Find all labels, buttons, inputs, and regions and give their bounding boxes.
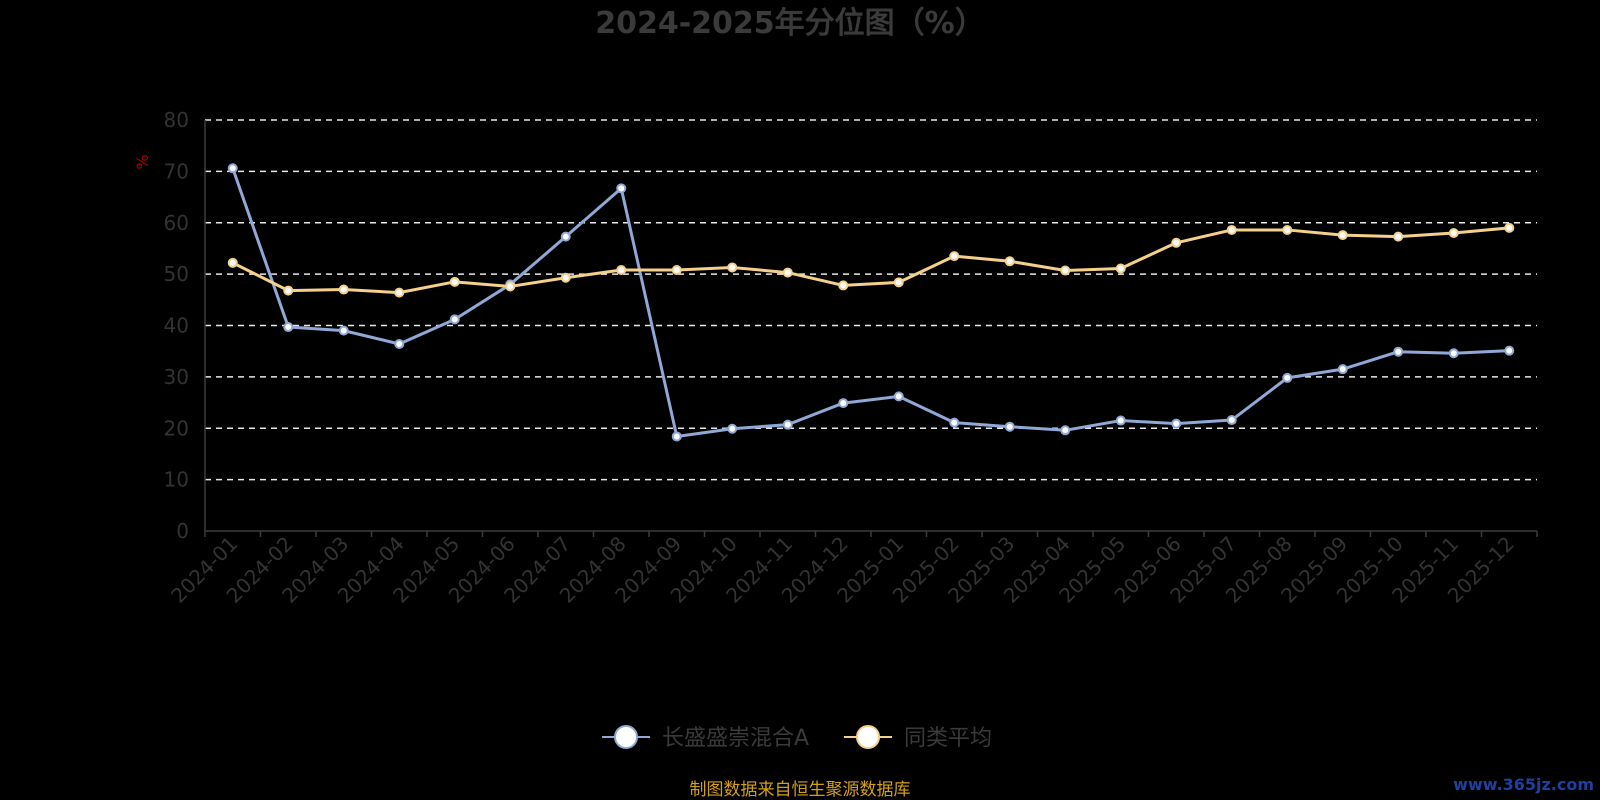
series-line-1 <box>232 226 1510 295</box>
data-point[interactable] <box>283 285 294 296</box>
data-source-note: 制图数据来自恒生聚源数据库 <box>690 780 911 800</box>
grid-lines <box>205 119 1537 481</box>
data-point[interactable] <box>893 277 904 288</box>
y-axis-label: % <box>133 154 152 169</box>
data-point[interactable] <box>1171 418 1182 429</box>
y-tick-label: 80 <box>164 108 189 132</box>
data-point[interactable] <box>1115 263 1126 274</box>
data-point[interactable] <box>1226 415 1237 426</box>
legend-marker-series-1 <box>856 725 880 749</box>
data-point[interactable] <box>1282 224 1293 235</box>
y-tick-label: 30 <box>164 365 189 389</box>
watermark: www.365jz.com <box>1453 775 1594 794</box>
data-point[interactable] <box>505 281 516 292</box>
data-point[interactable] <box>838 398 849 409</box>
data-point[interactable] <box>449 276 460 287</box>
data-point[interactable] <box>727 262 738 273</box>
data-point[interactable] <box>727 423 738 434</box>
data-point[interactable] <box>449 314 460 325</box>
data-point[interactable] <box>1171 237 1182 248</box>
y-tick-label: 40 <box>164 314 189 338</box>
y-tick-label: 20 <box>164 416 189 440</box>
data-point[interactable] <box>1115 415 1126 426</box>
data-point[interactable] <box>671 431 682 442</box>
legend[interactable]: 长盛盛崇混合A 同类平均 <box>602 725 992 751</box>
data-point[interactable] <box>1004 421 1015 432</box>
chart-title: 2024-2025年分位图（%） <box>595 6 985 41</box>
legend-item-series-0[interactable]: 长盛盛崇混合A <box>602 725 809 751</box>
series-line-0 <box>231 167 1510 438</box>
data-point[interactable] <box>893 391 904 402</box>
data-point[interactable] <box>227 257 238 268</box>
data-point[interactable] <box>338 325 349 336</box>
data-point[interactable] <box>1393 346 1404 357</box>
axes <box>204 120 1538 537</box>
data-point[interactable] <box>1448 348 1459 359</box>
data-point[interactable] <box>560 272 571 283</box>
series-layer <box>227 163 1515 442</box>
y-tick-label: 60 <box>164 211 189 235</box>
data-point[interactable] <box>616 265 627 276</box>
y-axis-ticks: 0 10 20 30 40 50 60 70 80 <box>164 108 189 543</box>
series-0 <box>227 163 1515 442</box>
data-point[interactable] <box>394 338 405 349</box>
data-point[interactable] <box>616 183 627 194</box>
data-point[interactable] <box>560 231 571 242</box>
data-point[interactable] <box>782 419 793 430</box>
data-point[interactable] <box>1393 231 1404 242</box>
data-point[interactable] <box>949 251 960 262</box>
data-point[interactable] <box>1004 256 1015 267</box>
data-point[interactable] <box>227 163 238 174</box>
data-point[interactable] <box>1060 425 1071 436</box>
data-point[interactable] <box>1226 224 1237 235</box>
data-point[interactable] <box>283 322 294 333</box>
legend-label-series-0: 长盛盛崇混合A <box>662 726 809 751</box>
data-point[interactable] <box>1337 364 1348 375</box>
data-point[interactable] <box>1504 222 1515 233</box>
legend-label-series-1: 同类平均 <box>904 726 992 751</box>
data-point[interactable] <box>1448 228 1459 239</box>
data-point[interactable] <box>838 280 849 291</box>
y-tick-label: 70 <box>164 159 189 183</box>
y-tick-label: 0 <box>176 519 189 543</box>
y-tick-label: 50 <box>164 262 189 286</box>
x-axis-ticks: 2024-012024-022024-032024-042024-052024-… <box>166 532 1519 608</box>
data-point[interactable] <box>949 417 960 428</box>
data-point[interactable] <box>1060 265 1071 276</box>
series-1 <box>227 222 1515 298</box>
data-point[interactable] <box>671 265 682 276</box>
data-point[interactable] <box>1504 345 1515 356</box>
data-point[interactable] <box>782 267 793 278</box>
data-point[interactable] <box>1337 230 1348 241</box>
data-point[interactable] <box>338 284 349 295</box>
data-point[interactable] <box>394 287 405 298</box>
y-tick-label: 10 <box>164 468 189 492</box>
legend-item-series-1[interactable]: 同类平均 <box>844 725 992 751</box>
data-point[interactable] <box>1282 372 1293 383</box>
legend-marker-series-0 <box>614 725 638 749</box>
